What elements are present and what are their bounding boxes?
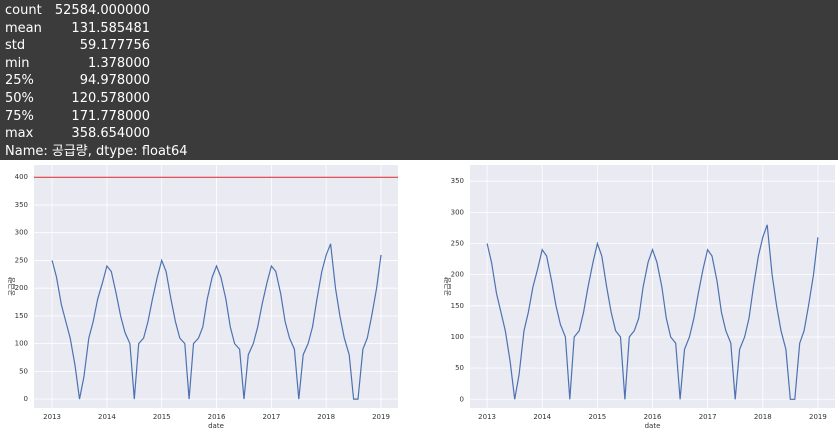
stat-value: 131.585481 xyxy=(71,20,150,36)
x-tick-label: 2016 xyxy=(208,413,226,421)
x-tick-label: 2019 xyxy=(809,413,827,421)
x-tick-label: 2015 xyxy=(153,413,171,421)
stat-row: mean 131.585481 xyxy=(5,20,150,37)
stat-label: mean xyxy=(5,20,42,36)
y-tick-label: 100 xyxy=(451,333,464,341)
y-tick-label: 300 xyxy=(451,208,464,216)
data-line xyxy=(51,243,382,400)
y-tick-label: 100 xyxy=(15,340,28,348)
x-tick-label: 2014 xyxy=(98,413,116,421)
stat-label: 25% xyxy=(5,73,34,89)
x-tick-label: 2017 xyxy=(699,413,717,421)
stat-value: 358.654000 xyxy=(71,126,150,142)
stat-label: count xyxy=(5,3,42,18)
stat-row: min 1.378000 xyxy=(5,55,150,72)
x-axis-label: date xyxy=(645,422,661,430)
plot-area xyxy=(34,165,398,408)
stat-value: 59.177756 xyxy=(79,38,150,54)
y-tick-label: 250 xyxy=(15,256,28,264)
y-tick-label: 200 xyxy=(15,284,28,292)
x-tick-label: 2017 xyxy=(262,413,280,421)
stat-row: 50% 120.578000 xyxy=(5,90,150,107)
data-line xyxy=(486,224,819,400)
y-tick-label: 350 xyxy=(15,201,28,209)
stat-value: 171.778000 xyxy=(71,108,150,124)
charts: 0 50 100 150 200 250 300 350 400 2013 2014 2015 2016… xyxy=(8,165,835,430)
cell-output: count 52584.000000 mean 131.585481 std 59.177… xyxy=(0,0,838,160)
y-tick-label: 50 xyxy=(455,364,464,372)
y-tick-label: 150 xyxy=(15,312,28,320)
output-footer: Name: 공급량, dtype: float64 xyxy=(5,143,188,159)
x-tick-label: 2013 xyxy=(43,413,61,421)
x-tick-label: 2014 xyxy=(533,413,551,421)
stat-label: min xyxy=(5,55,30,71)
stat-row: std 59.177756 xyxy=(5,37,150,54)
stat-label: 75% xyxy=(5,108,34,124)
x-axis-label: date xyxy=(208,422,224,430)
stat-value: 120.578000 xyxy=(71,91,150,106)
stat-row: count 52584.000000 xyxy=(5,2,150,19)
stat-row: max 358.654000 xyxy=(5,125,150,142)
y-tick-label: 300 xyxy=(15,229,28,237)
stat-label: 50% xyxy=(5,91,34,106)
x-tick-label: 2018 xyxy=(754,413,772,421)
x-tick-label: 2016 xyxy=(644,413,662,421)
stat-value: 1.378000 xyxy=(87,55,150,71)
x-tick-label: 2018 xyxy=(317,413,335,421)
y-axis-label: 공급량 xyxy=(444,276,452,296)
stat-label: max xyxy=(5,126,34,142)
y-tick-label: 350 xyxy=(451,177,464,185)
stat-value: 94.978000 xyxy=(79,73,150,89)
y-tick-label: 150 xyxy=(451,302,464,310)
y-tick-label: 400 xyxy=(15,173,28,181)
x-tick-label: 2019 xyxy=(372,413,390,421)
x-tick-label: 2015 xyxy=(588,413,606,421)
y-tick-label: 200 xyxy=(451,271,464,279)
y-tick-label: 50 xyxy=(19,367,28,375)
stat-label: std xyxy=(5,38,26,54)
stat-value: 52584.000000 xyxy=(54,3,150,18)
stat-row: 75% 171.778000 xyxy=(5,108,150,125)
stat-row: 25% 94.978000 xyxy=(5,72,150,89)
y-axis-label: 공급량 xyxy=(8,276,16,296)
x-tick-label: 2013 xyxy=(478,413,496,421)
y-tick-label: 0 xyxy=(24,395,28,403)
y-tick-label: 250 xyxy=(451,240,464,248)
y-tick-label: 0 xyxy=(460,395,464,403)
